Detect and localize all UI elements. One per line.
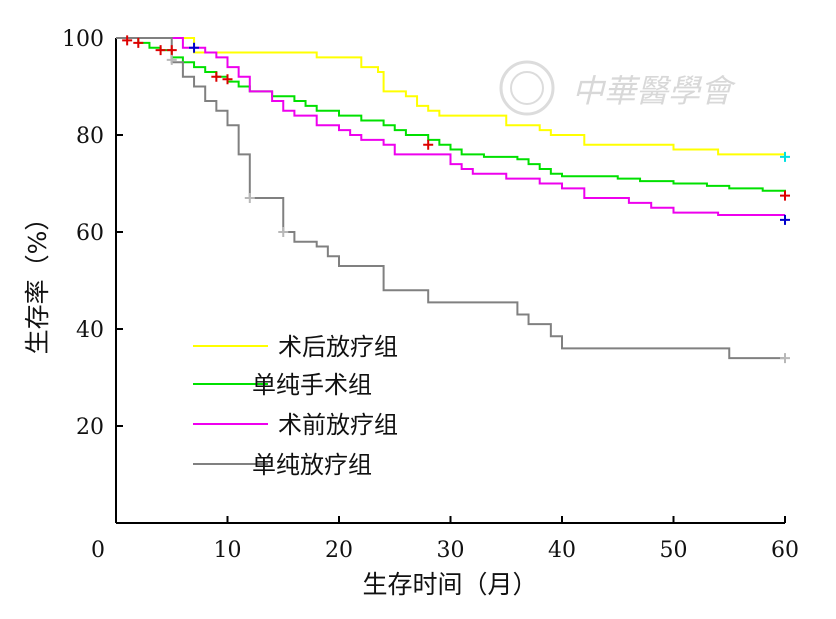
x-tick-label: 10 [214,538,242,563]
legend-item: 单纯手术组 [193,371,372,399]
censor-mark [166,45,177,56]
legend-item: 单纯放疗组 [193,451,372,479]
series-line [116,37,786,157]
censor-mark [278,227,289,237]
x-tick-label: 40 [548,538,576,563]
x-axis-label: 生存时间（月） [362,570,537,599]
censor-mark [780,214,790,225]
y-axis-label: 生存率（%） [23,206,52,355]
y-tick-label: 20 [76,415,104,440]
legend: 术后放疗组 单纯手术组 术前放疗组 单纯放疗组 [193,333,398,479]
legend-item: 术前放疗组 [193,411,398,439]
y-tick-label: 60 [76,221,104,246]
series-line [116,37,785,360]
censor-mark [423,139,434,150]
censor-mark [780,353,790,364]
watermark: 中華醫學會 [499,60,736,116]
series-line [116,37,785,217]
y-tick-label: 100 [62,27,104,52]
legend-label: 单纯放疗组 [252,451,372,479]
legend-label: 单纯手术组 [252,371,372,399]
watermark-seal-icon [499,60,555,116]
censor-mark [211,71,222,82]
legend-label: 术前放疗组 [278,411,398,439]
y-tick-label: 80 [76,124,104,149]
censor-mark [222,74,233,85]
legend-label: 术后放疗组 [278,333,398,361]
y-tick-label: 40 [76,318,104,343]
censor-mark [244,193,255,204]
censor-mark [122,35,133,46]
censor-mark [189,42,200,53]
legend-item: 术后放疗组 [193,333,398,361]
series-line [116,37,786,194]
censor-layer [122,35,790,364]
x-tick-label: 20 [325,538,353,563]
x-tick-label: 30 [437,538,465,563]
x-tick-label: 0 [91,538,105,563]
watermark-text: 中華醫學會 [572,72,736,110]
censor-mark [133,37,144,48]
x-tick-label: 60 [771,538,799,563]
x-tick-label: 50 [660,538,688,563]
watermark-seal-inner [510,71,544,105]
x-ticks: 0 10 20 30 40 50 60 [91,516,799,563]
censor-mark [780,151,790,162]
censor-mark [780,190,790,201]
censor-mark [166,54,177,65]
series-layer [116,37,786,360]
censor-mark [155,45,166,56]
y-ticks: 20 40 60 80 100 [62,27,123,440]
